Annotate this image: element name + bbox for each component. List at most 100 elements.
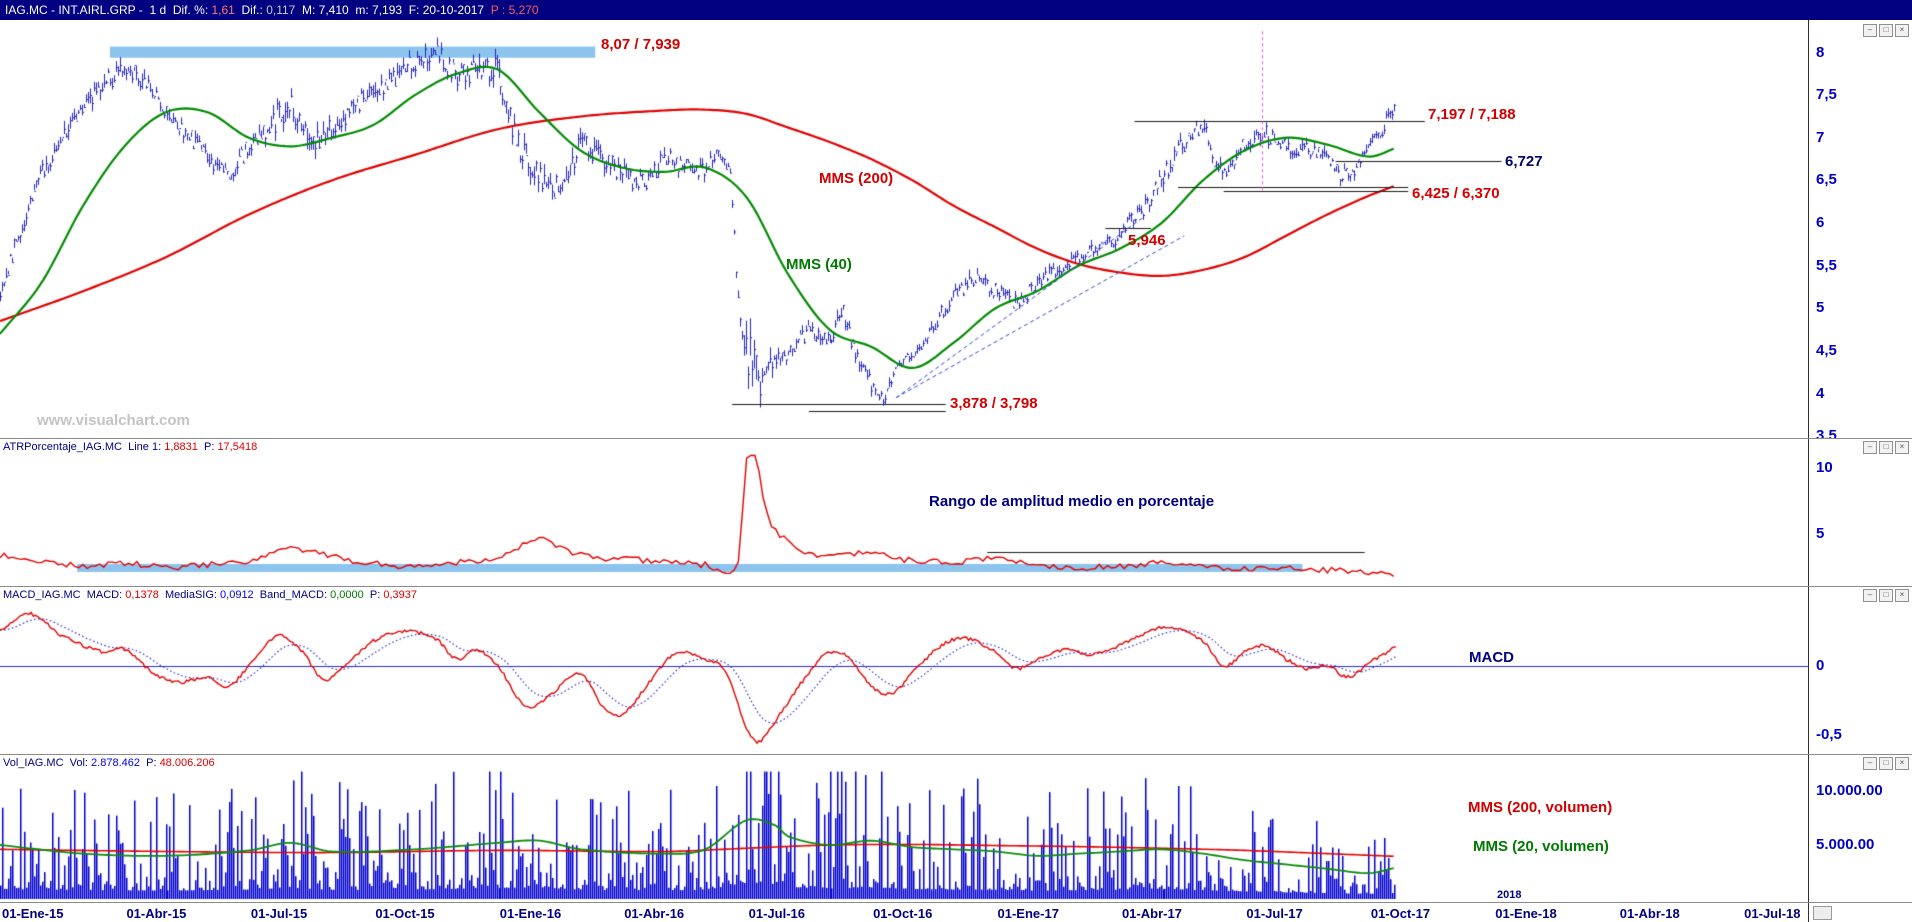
text-segment: 0,0000 <box>330 589 370 601</box>
price-panel: 8 7,5 7 6,5 6 5,5 5 4,5 4 3,5 – □ × 8,07 / 7,939 … <box>0 20 1912 444</box>
volume-chart-canvas[interactable] <box>0 770 1808 903</box>
y-axis-tick: 5,5 <box>1816 256 1837 274</box>
minimize-button[interactable]: – <box>1863 757 1877 770</box>
text-segment: Vol_IAG.MC <box>3 757 70 769</box>
text-segment: 0,1378 <box>125 589 165 601</box>
x-axis-tick: 01-Ene-16 <box>499 906 562 921</box>
y-axis-tick: 4 <box>1816 384 1825 402</box>
level-6727-label[interactable]: 6,727 <box>1505 153 1543 170</box>
x-axis-tick: 01-Oct-15 <box>375 906 435 921</box>
atr-panel-header: ATRPorcentaje_IAG.MC Line 1: 1,8831 P: 1… <box>0 440 257 454</box>
x-axis-tick: 01-Abr-18 <box>1619 906 1680 921</box>
volume-pane-controls: – □ × <box>1863 757 1909 770</box>
macd-chart-canvas[interactable] <box>0 602 1808 755</box>
watermark: www.visualchart.com <box>37 412 190 429</box>
atr-chart-canvas[interactable] <box>0 454 1808 587</box>
text-segment: 0,0912 <box>220 589 260 601</box>
x-axis-tick: 01-Jul-17 <box>1246 906 1303 921</box>
y-axis-tick: 4,5 <box>1816 341 1837 359</box>
x-axis-tick: 01-Ene-18 <box>1495 906 1557 921</box>
y-axis-tick: 5.000.00 <box>1816 836 1875 853</box>
y-axis-tick: 7,5 <box>1816 86 1837 104</box>
y-axis-tick: 8 <box>1816 43 1825 61</box>
text-segment: MediaSIG: <box>165 589 221 601</box>
volume-panel: Vol_IAG.MC Vol: 2.878.462 P: 48.006.206 … <box>0 754 1912 903</box>
year-boundary-label: 2018 <box>1497 889 1522 901</box>
text-segment: ATRPorcentaje_IAG.MC <box>3 441 129 453</box>
mms200-legend-label[interactable]: MMS (200) <box>819 170 894 187</box>
text-segment: IAG.MC - INT.AIRL.GRP - 1 d <box>5 3 173 17</box>
atr-axis-gutter: 10 5 <box>1808 439 1912 586</box>
close-button[interactable]: × <box>1895 757 1909 770</box>
text-segment: P: <box>369 589 384 601</box>
macd-pane-controls: – □ × <box>1863 589 1909 602</box>
x-axis-tick: 01-Ene-15 <box>2 906 64 921</box>
minimize-button[interactable]: – <box>1863 24 1877 37</box>
x-axis-tick: 01-Abr-16 <box>624 906 685 921</box>
price-chart-canvas[interactable] <box>0 20 1808 438</box>
text-segment: 1,8831 <box>164 441 204 453</box>
atr-description-label[interactable]: Rango de amplitud medio en porcentaje <box>929 493 1215 510</box>
restore-button[interactable]: □ <box>1879 757 1893 770</box>
y-axis-tick: 6 <box>1816 214 1825 232</box>
restore-button[interactable]: □ <box>1879 441 1893 454</box>
minimize-button[interactable]: – <box>1863 441 1877 454</box>
text-segment: P: <box>203 441 218 453</box>
y-axis-tick: -0,5 <box>1816 726 1842 743</box>
x-axis-tick: 01-Abr-15 <box>126 906 187 921</box>
text-segment: Line 1: <box>128 441 165 453</box>
minimize-button[interactable]: – <box>1863 589 1877 602</box>
close-button[interactable]: × <box>1895 589 1909 602</box>
x-axis-tick: 01-Ene-17 <box>997 906 1059 921</box>
y-axis-tick: 7 <box>1816 128 1825 146</box>
y-axis-tick: 5 <box>1816 525 1825 543</box>
volume-mms200-label[interactable]: MMS (200, volumen) <box>1468 799 1613 816</box>
restore-button[interactable]: □ <box>1879 24 1893 37</box>
y-axis-tick: 0 <box>1816 657 1825 674</box>
text-segment: 48.006.206 <box>159 757 215 769</box>
x-axis-tick: 01-Oct-17 <box>1370 906 1431 921</box>
y-axis-tick: 10 <box>1816 459 1833 477</box>
text-segment: Dif.: <box>234 3 267 17</box>
y-axis-tick: 6,5 <box>1816 171 1837 189</box>
atr-panel: ATRPorcentaje_IAG.MC Line 1: 1,8831 P: 1… <box>0 438 1912 587</box>
price-pane-controls: – □ × <box>1863 24 1909 37</box>
text-segment: 1,61 <box>211 3 235 17</box>
axis-corner-box[interactable] <box>1813 906 1832 920</box>
x-axis-tick: 01-Jul-15 <box>250 906 308 921</box>
mms40-legend-label[interactable]: MMS (40) <box>786 256 852 273</box>
chart-title-bar: IAG.MC - INT.AIRL.GRP - 1 d Dif. %: 1,61… <box>0 0 1912 20</box>
time-axis: 01-Ene-15 01-Abr-15 01-Jul-15 01-Oct-15 01-E… <box>0 902 1912 922</box>
text-segment: 0,117 <box>266 3 296 17</box>
high-band-label[interactable]: 8,07 / 7,939 <box>601 36 681 53</box>
text-segment: 0,3937 <box>383 589 417 601</box>
close-button[interactable]: × <box>1895 441 1909 454</box>
macd-panel: MACD_IAG.MC MACD: 0,1378 MediaSIG: 0,091… <box>0 586 1912 755</box>
macd-label[interactable]: MACD <box>1469 649 1514 666</box>
volume-mms20-label[interactable]: MMS (20, volumen) <box>1473 838 1609 855</box>
atr-pane-controls: – □ × <box>1863 441 1909 454</box>
close-button[interactable]: × <box>1895 24 1909 37</box>
text-segment: M: 7,410 m: 7,193 F: 20-10-2017 <box>295 3 491 17</box>
text-segment: MACD: <box>86 589 126 601</box>
text-segment: Band_MACD: <box>259 589 331 601</box>
volume-panel-header: Vol_IAG.MC Vol: 2.878.462 P: 48.006.206 <box>0 756 215 770</box>
text-segment: Dif. %: <box>172 3 212 17</box>
text-segment: 2.878.462 <box>91 757 147 769</box>
x-axis-tick: 01-Jul-18 <box>1744 906 1801 921</box>
text-segment: MACD_IAG.MC <box>3 589 87 601</box>
text-segment: P: <box>146 757 160 769</box>
gap-level-label[interactable]: 5,946 <box>1128 232 1166 249</box>
x-axis-tick: 01-Abr-17 <box>1121 906 1182 921</box>
x-axis-tick: 01-Oct-16 <box>873 906 933 921</box>
restore-button[interactable]: □ <box>1879 589 1893 602</box>
macd-panel-header: MACD_IAG.MC MACD: 0,1378 MediaSIG: 0,091… <box>0 588 417 602</box>
text-segment: P : 5,270 <box>490 3 539 17</box>
resistance-level-label[interactable]: 7,197 / 7,188 <box>1428 106 1516 123</box>
text-segment: Vol: <box>69 757 92 769</box>
y-axis-tick: 5 <box>1816 299 1825 317</box>
lows-level-label[interactable]: 3,878 / 3,798 <box>950 395 1038 412</box>
level-6425-label[interactable]: 6,425 / 6,370 <box>1412 185 1500 202</box>
axis-gutter-separator <box>1808 903 1809 922</box>
